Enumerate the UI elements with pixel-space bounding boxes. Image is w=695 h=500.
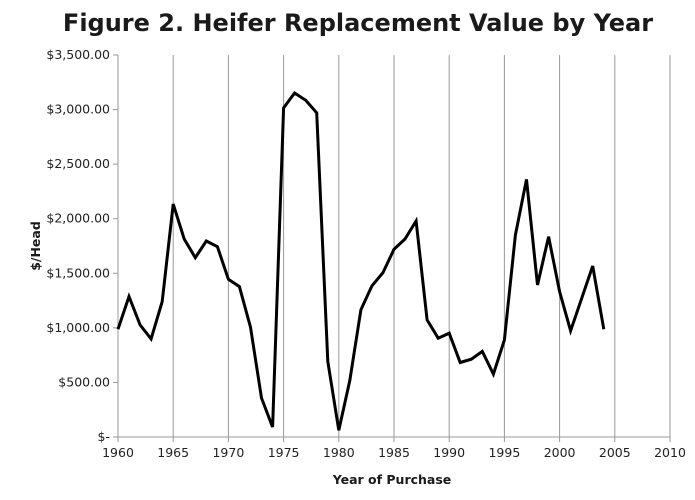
y-axis-title: $/Head bbox=[28, 221, 43, 271]
series-line bbox=[116, 90, 606, 431]
x-tick-label: 1960 bbox=[102, 445, 134, 460]
y-tick-label: $1,500.00 bbox=[46, 265, 110, 280]
y-tick-label: $- bbox=[98, 429, 110, 444]
x-tick-label: 1995 bbox=[488, 445, 520, 460]
x-tick-label: 1970 bbox=[212, 445, 244, 460]
x-tick-label: 2000 bbox=[544, 445, 576, 460]
x-tick-label: 1965 bbox=[157, 445, 189, 460]
x-tick-label: 1985 bbox=[378, 445, 410, 460]
y-tick-label: $3,500.00 bbox=[46, 47, 110, 62]
x-tick-label: 1980 bbox=[323, 445, 355, 460]
x-tick-label: 2005 bbox=[599, 445, 631, 460]
chart-title: Figure 2. Heifer Replacement Value by Ye… bbox=[63, 9, 653, 37]
y-tick-label: $1,000.00 bbox=[46, 320, 110, 335]
y-tick-label: $3,000.00 bbox=[46, 102, 110, 117]
x-tick-label: 1975 bbox=[268, 445, 300, 460]
x-axis-title: Year of Purchase bbox=[332, 472, 452, 487]
y-tick-label: $2,500.00 bbox=[46, 156, 110, 171]
y-tick-label: $500.00 bbox=[58, 374, 110, 389]
x-tick-label: 2010 bbox=[654, 445, 686, 460]
x-tick-label: 1990 bbox=[433, 445, 465, 460]
y-tick-label: $2,000.00 bbox=[46, 211, 110, 226]
